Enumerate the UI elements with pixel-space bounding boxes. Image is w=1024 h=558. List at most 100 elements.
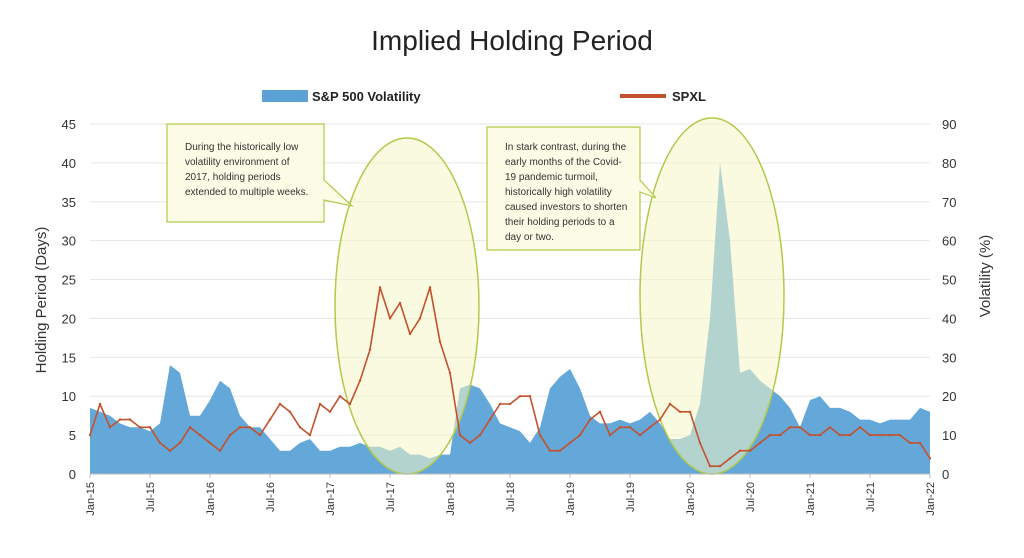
spxl-point (118, 418, 122, 421)
x-tick-label: Jul-16 (265, 482, 277, 512)
spxl-point (918, 441, 922, 445)
spxl-point (108, 426, 112, 429)
spxl-point (128, 418, 132, 421)
spxl-point (668, 402, 672, 406)
x-tick-label: Jul-18 (505, 482, 517, 512)
spxl-point (518, 395, 522, 398)
spxl-point (158, 441, 162, 445)
spxl-point (788, 426, 792, 429)
spxl-point (618, 426, 622, 429)
legend-swatch-volatility (262, 90, 308, 102)
chart-title: Implied Holding Period (371, 25, 653, 56)
spxl-point (798, 426, 802, 429)
spxl-point (768, 433, 772, 437)
legend-label-volatility: S&P 500 Volatility (312, 89, 421, 104)
spxl-point (728, 457, 732, 460)
spxl-point (718, 465, 722, 468)
spxl-point (188, 426, 192, 429)
spxl-point (578, 433, 582, 437)
spxl-point (818, 433, 822, 437)
x-tick-label: Jul-20 (745, 482, 757, 512)
y-right-tick-label: 50 (942, 273, 956, 288)
spxl-point (228, 433, 232, 437)
spxl-point (568, 441, 572, 445)
x-tick-label: Jan-21 (805, 482, 817, 516)
legend: S&P 500 Volatility SPXL (262, 89, 706, 104)
spxl-point (478, 433, 482, 437)
x-tick-label: Jul-19 (625, 482, 637, 512)
spxl-point (328, 410, 332, 413)
spxl-point (268, 418, 272, 421)
spxl-point (488, 418, 492, 421)
x-tick-label: Jan-15 (85, 482, 97, 516)
spxl-point (748, 449, 752, 452)
spxl-point (298, 426, 302, 429)
spxl-point (928, 457, 932, 460)
spxl-point (838, 433, 842, 437)
spxl-point (908, 441, 912, 445)
spxl-point (538, 433, 542, 437)
x-tick-label: Jul-17 (385, 482, 397, 512)
spxl-point (648, 426, 652, 429)
y-right-tick-label: 0 (942, 467, 949, 482)
y-right-tick-label: 20 (942, 389, 956, 404)
x-tick-label: Jan-17 (325, 482, 337, 516)
spxl-point (258, 433, 262, 437)
spxl-point (848, 433, 852, 437)
spxl-point (388, 317, 392, 320)
spxl-point (598, 410, 602, 413)
y-left-tick-label: 0 (69, 467, 76, 482)
spxl-point (468, 441, 472, 445)
x-tick-label: Jan-22 (925, 482, 937, 516)
y-right-tick-label: 30 (942, 350, 956, 365)
spxl-point (628, 426, 632, 429)
spxl-point (398, 301, 402, 305)
y-axis-right-label: Volatility (%) (977, 235, 994, 318)
callouts (166, 123, 657, 251)
spxl-point (208, 441, 212, 445)
y-left-tick-label: 30 (62, 234, 76, 249)
x-tick-label: Jul-15 (145, 482, 157, 512)
y-left-tick-label: 45 (62, 117, 76, 132)
y-right-tick-label: 40 (942, 311, 956, 326)
spxl-point (638, 433, 642, 437)
axes: 0 0 5 10 10 20 15 30 20 40 25 50 30 60 35 70 40 80 45 90 Jan… (62, 117, 957, 516)
spxl-point (368, 348, 372, 351)
highlight-ellipses (334, 117, 785, 475)
spxl-point (708, 465, 712, 468)
spxl-point (738, 449, 742, 452)
spxl-point (778, 433, 782, 437)
spxl-point (558, 449, 562, 452)
spxl-point (608, 433, 612, 437)
x-tick-label: Jan-16 (205, 482, 217, 516)
spxl-point (198, 433, 202, 437)
spxl-point (308, 433, 312, 437)
spxl-point (408, 332, 412, 336)
callout-box-2017 (166, 123, 355, 223)
spxl-point (858, 426, 862, 429)
x-tick-label: Jan-20 (685, 482, 697, 516)
spxl-point (218, 449, 222, 452)
callout-text-2017: During the historically low volatility e… (185, 142, 309, 198)
spxl-point (678, 410, 682, 413)
y-left-tick-label: 25 (62, 273, 76, 288)
spxl-point (658, 418, 662, 421)
spxl-point (378, 286, 382, 289)
spxl-point (898, 433, 902, 437)
spxl-point (688, 410, 692, 413)
spxl-point (498, 402, 502, 406)
y-right-tick-label: 10 (942, 428, 956, 443)
x-tick-label: Jan-19 (565, 482, 577, 516)
spxl-line-layer (88, 286, 932, 468)
spxl-point (458, 433, 462, 437)
y-left-tick-label: 15 (62, 350, 76, 365)
callout-box-covid (486, 126, 657, 251)
spxl-point (318, 402, 322, 406)
spxl-point (238, 426, 242, 429)
spxl-point (278, 402, 282, 406)
y-right-tick-label: 70 (942, 195, 956, 210)
spxl-point (508, 402, 512, 406)
spxl-point (428, 286, 432, 289)
